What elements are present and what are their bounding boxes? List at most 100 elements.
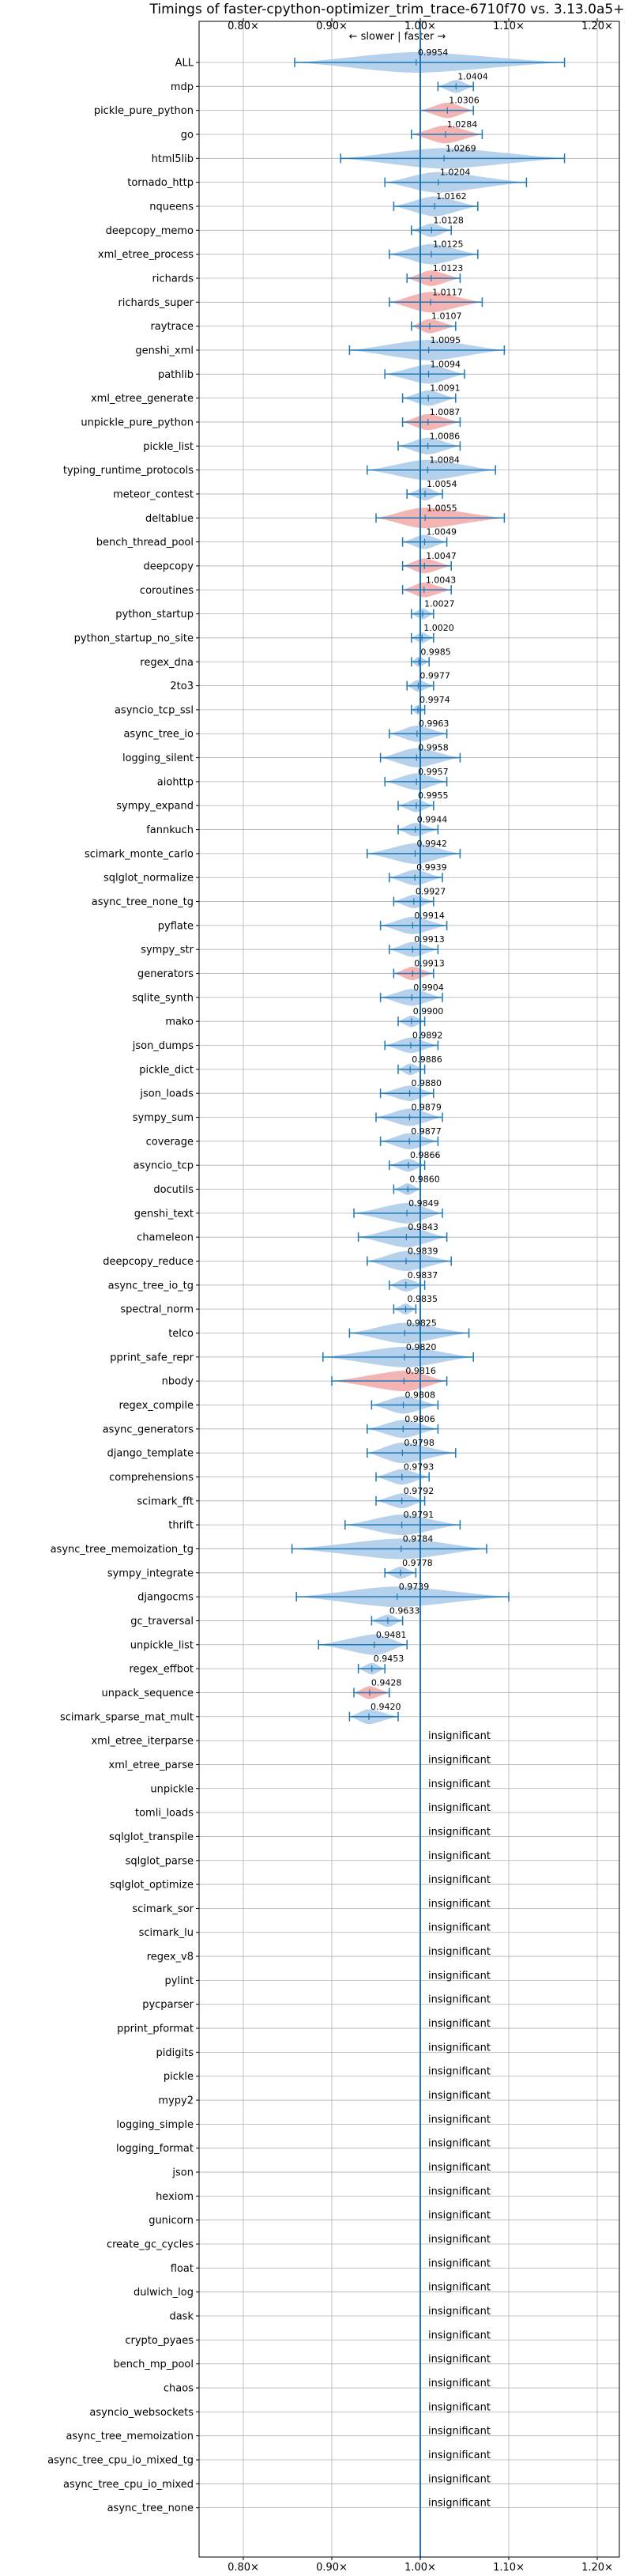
insignificant-label: insignificant [428, 1850, 491, 1862]
value-label: 1.0049 [426, 527, 457, 537]
insignificant-label: insignificant [428, 2234, 491, 2246]
value-label: 1.0054 [427, 479, 457, 489]
benchmark-label: logging_simple [116, 2119, 194, 2131]
value-label: 0.9880 [412, 1078, 442, 1088]
insignificant-label: insignificant [428, 1802, 491, 1814]
insignificant-label: insignificant [428, 2090, 491, 2102]
benchmark-label: xml_etree_process [98, 249, 194, 261]
benchmark-label: spectral_norm [120, 1304, 194, 1316]
benchmark-label: python_startup [115, 609, 194, 620]
benchmark-label: djangocms [137, 1592, 194, 1604]
insignificant-label: insignificant [428, 1778, 491, 1790]
benchmark-label: deepcopy [143, 560, 194, 572]
x-tick-label-bottom: 1.10× [493, 2562, 525, 2574]
benchmark-label: coverage [146, 1136, 194, 1148]
benchmark-label: scimark_sparse_mat_mult [60, 1711, 194, 1723]
value-label: 1.0306 [449, 96, 480, 106]
value-label: 0.9806 [404, 1414, 435, 1424]
value-label: 1.0284 [447, 119, 478, 130]
value-label: 0.9808 [404, 1390, 435, 1400]
x-tick-label-top: 1.10× [493, 21, 525, 32]
benchmark-label: regex_dna [140, 657, 194, 669]
benchmark-label: nbody [162, 1376, 194, 1388]
value-label: 0.9939 [416, 862, 447, 873]
value-label: 1.0117 [432, 287, 463, 297]
benchmark-label: scimark_fft [137, 1495, 194, 1507]
value-label: 0.9963 [419, 718, 450, 729]
value-label: 1.0162 [436, 191, 467, 202]
benchmark-label: chaos [164, 2383, 194, 2395]
benchmark-label: async_generators [103, 1424, 194, 1435]
value-label: 0.9420 [371, 1702, 401, 1712]
benchmark-label: deepcopy_memo [106, 225, 194, 237]
benchmark-label: asyncio_websockets [89, 2407, 194, 2419]
benchmark-label: xml_etree_parse [109, 1759, 194, 1771]
benchmark-label: meteor_contest [113, 488, 194, 500]
benchmark-label: gunicorn [149, 2215, 194, 2227]
value-label: 0.9974 [419, 695, 450, 705]
benchmark-label: logging_format [116, 2143, 194, 2155]
x-tick-label-bottom: 1.00× [404, 2562, 436, 2574]
value-label: 1.0095 [431, 335, 461, 345]
benchmark-label: pickle_list [143, 441, 194, 453]
benchmark-label: dulwich_log [134, 2287, 194, 2299]
benchmark-label: coroutines [140, 585, 194, 597]
value-label: 1.0047 [426, 551, 457, 561]
benchmark-label: pprint_pformat [117, 2023, 194, 2035]
benchmark-label: xml_etree_generate [91, 393, 194, 405]
value-labels: 0.9954 1.0404 1.0306 1.0284 1.0269 1.0204 1.01… [371, 47, 491, 2510]
x-tick-label-top: 1.20× [581, 21, 613, 32]
value-label: 0.9816 [405, 1366, 436, 1376]
value-label: 0.9904 [413, 983, 444, 993]
insignificant-label: insignificant [428, 1754, 491, 1766]
insignificant-label: insignificant [428, 1730, 491, 1742]
benchmark-label: async_tree_io [123, 729, 194, 741]
benchmark-label: go [181, 129, 194, 141]
error-bars [291, 58, 566, 1722]
benchmark-label: thrift [168, 1520, 194, 1532]
benchmark-label: unpack_sequence [101, 1688, 194, 1699]
benchmark-label: comprehensions [109, 1472, 194, 1484]
value-label: 0.9791 [404, 1510, 434, 1520]
insignificant-label: insignificant [428, 2473, 491, 2485]
benchmark-label: unpickle_list [130, 1639, 194, 1651]
value-label: 0.9900 [413, 1006, 444, 1016]
value-label: 0.9481 [376, 1630, 407, 1640]
value-label: 0.9820 [406, 1342, 437, 1352]
insignificant-label: insignificant [428, 2257, 491, 2269]
direction-label: ← slower | faster → [349, 31, 446, 43]
insignificant-label: insignificant [428, 2450, 491, 2461]
insignificant-label: insignificant [428, 2138, 491, 2150]
benchmark-label: json_loads [139, 1088, 194, 1100]
benchmark-label: create_gc_cycles [107, 2239, 194, 2251]
benchmark-label: pickle [164, 2071, 194, 2083]
benchmark-label: logging_silent [122, 752, 194, 764]
x-tick-label-top: 0.90× [316, 21, 348, 32]
value-label: 0.9835 [408, 1294, 438, 1304]
benchmark-label: async_tree_none [107, 2502, 194, 2514]
benchmark-label: scimark_sor [132, 1903, 194, 1915]
benchmark-label: async_tree_cpu_io_mixed [63, 2479, 194, 2491]
value-label: 1.0125 [433, 239, 464, 250]
benchmark-label: regex_compile [118, 1400, 194, 1412]
grid-lines [199, 21, 619, 2557]
insignificant-label: insignificant [428, 2114, 491, 2125]
benchmark-label: sqlglot_transpile [109, 1831, 194, 1843]
x-ticks: 0.80× 0.80× 0.90× 0.90× 1.00× 1.00× 1.10× 1.10×… [228, 18, 613, 2574]
insignificant-label: insignificant [428, 2210, 491, 2222]
x-tick-label-bottom: 1.20× [581, 2562, 613, 2574]
benchmark-label: json_dumps [132, 1040, 194, 1052]
benchmark-label: async_tree_memoization [66, 2431, 194, 2442]
benchmark-label: sqlglot_parse [126, 1855, 194, 1867]
insignificant-label: insignificant [428, 1898, 491, 1910]
insignificant-label: insignificant [428, 1970, 491, 1982]
benchmark-label: ALL [175, 58, 194, 70]
value-label: 0.9792 [404, 1486, 434, 1496]
insignificant-label: insignificant [428, 1922, 491, 1934]
benchmark-label: python_startup_no_site [74, 632, 194, 644]
benchmark-label: pprint_safe_repr [110, 1352, 194, 1363]
benchmark-label: unpickle [150, 1783, 194, 1795]
value-label: 0.9927 [416, 887, 446, 897]
